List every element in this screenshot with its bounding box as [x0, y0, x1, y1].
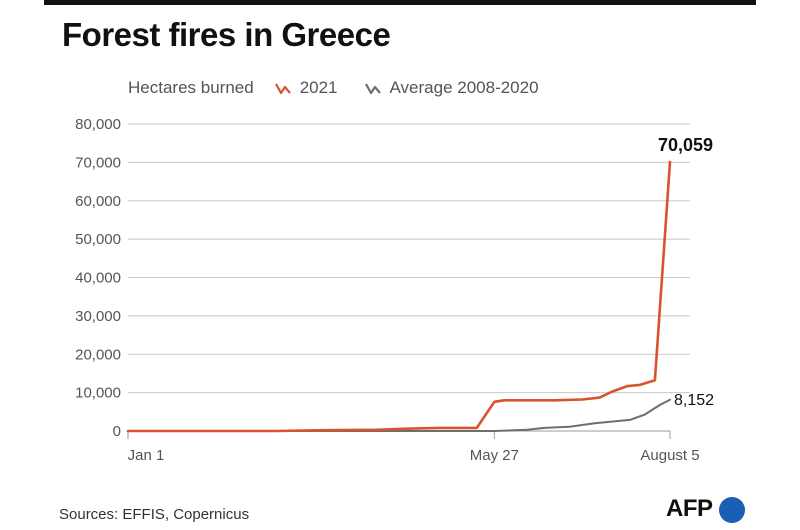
x-tick-label: August 5: [640, 447, 699, 464]
top-rule: [44, 0, 756, 5]
end-label-average: 8,152: [674, 392, 714, 409]
y-tick-label: 20,000: [75, 346, 121, 363]
x-tick-label: May 27: [470, 447, 519, 464]
afp-logo: AFP: [666, 494, 750, 524]
y-tick-label: 30,000: [75, 308, 121, 325]
series-line-average: [127, 398, 671, 432]
y-tick-label: 0: [113, 423, 121, 440]
y-tick-label: 50,000: [75, 231, 121, 248]
legend-swatch-average: [364, 83, 381, 95]
x-tick-label: Jan 1: [128, 447, 165, 464]
y-tick-label: 70,000: [75, 154, 121, 171]
series-line-2021: [126, 160, 672, 433]
legend-item-average: Average 2008-2020: [364, 78, 539, 98]
line-chart: 0 10,000 20,000 30,000 40,000 50,000 60,000 70,…: [75, 116, 714, 464]
y-tick-label: 10,000: [75, 385, 121, 402]
end-label-2021: 70,059: [658, 135, 713, 155]
legend: Hectares burned 2021 Average 2008-2020: [128, 77, 565, 99]
logo-text: AFP: [666, 495, 713, 522]
legend-item-2021: 2021: [274, 78, 338, 98]
legend-label-average: Average 2008-2020: [389, 78, 539, 97]
logo-dot: [719, 497, 745, 523]
chart-title: Forest fires in Greece: [62, 16, 391, 53]
y-tick-label: 60,000: [75, 193, 121, 210]
source-note: Sources: EFFIS, Copernicus: [59, 506, 250, 523]
y-tick-label: 80,000: [75, 116, 121, 133]
legend-label-2021: 2021: [299, 78, 338, 97]
y-tick-label: 40,000: [75, 270, 121, 287]
legend-swatch-2021: [274, 83, 291, 95]
legend-units-label: Hectares burned: [128, 78, 254, 97]
